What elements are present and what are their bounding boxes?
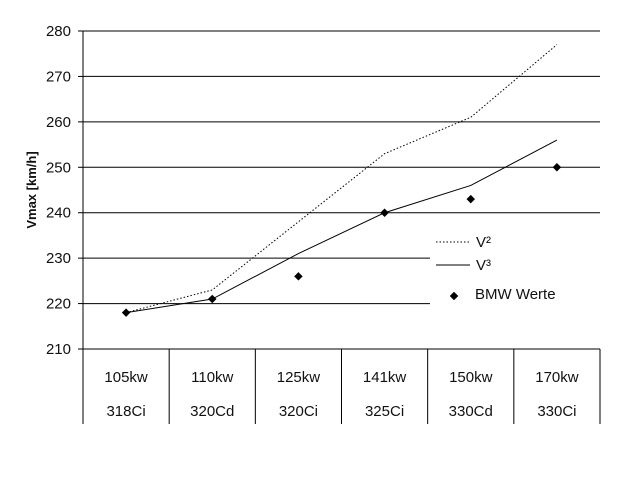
y-axis-tick-labels: 210 220 230 240 250 260 270 280 bbox=[46, 23, 71, 358]
y-axis-label: Vmax [km/h] bbox=[24, 151, 39, 228]
legend-box bbox=[430, 226, 600, 320]
y-tick-label: 210 bbox=[46, 341, 71, 358]
y-tick-label: 240 bbox=[46, 205, 71, 222]
x-category-model-label: 320Ci bbox=[279, 403, 318, 420]
x-category-power-label: 170kw bbox=[535, 369, 579, 386]
y-tick-label: 230 bbox=[46, 250, 71, 267]
legend-entry-label: V² bbox=[476, 234, 491, 251]
legend-entry-label: BMW Werte bbox=[475, 286, 556, 303]
series-layer bbox=[121, 44, 562, 317]
x-category-model-label: 330Cd bbox=[449, 403, 493, 420]
x-category-model-label: 320Cd bbox=[190, 403, 234, 420]
x-category-model-label: 330Ci bbox=[537, 403, 576, 420]
x-category-power-label: 125kw bbox=[277, 369, 321, 386]
y-tick-label: 220 bbox=[46, 296, 71, 313]
legend-entry-label: V³ bbox=[476, 257, 491, 274]
y-tick-label: 250 bbox=[46, 159, 71, 176]
bmw-werte-point bbox=[380, 208, 389, 217]
x-category-model-label: 325Ci bbox=[365, 403, 404, 420]
y-tick-label: 270 bbox=[46, 68, 71, 85]
legend: V² V³ BMW Werte bbox=[430, 226, 600, 320]
category-table: 105kw 318Ci 110kw 320Cd 125kw 320Ci 141kw 325Ci… bbox=[82, 349, 601, 424]
bmw-werte-point bbox=[294, 272, 303, 281]
bmw-werte-point bbox=[466, 194, 475, 204]
y-tick-label: 280 bbox=[46, 23, 71, 40]
x-category-power-label: 150kw bbox=[449, 369, 493, 386]
bmw-werte-point bbox=[208, 294, 217, 304]
x-category-power-label: 105kw bbox=[104, 369, 148, 386]
x-category-power-label: 110kw bbox=[191, 369, 233, 386]
v3-series-line bbox=[126, 139, 558, 314]
legend-marker bbox=[449, 291, 459, 301]
bmw-werte-point bbox=[121, 308, 131, 317]
gridlines bbox=[78, 30, 600, 350]
x-category-model-label: 318Ci bbox=[106, 403, 145, 420]
x-category-power-label: 141kw bbox=[363, 369, 407, 386]
y-tick-label: 260 bbox=[46, 114, 71, 131]
v2-series-line bbox=[125, 44, 558, 314]
bmw-werte-point bbox=[552, 163, 562, 172]
